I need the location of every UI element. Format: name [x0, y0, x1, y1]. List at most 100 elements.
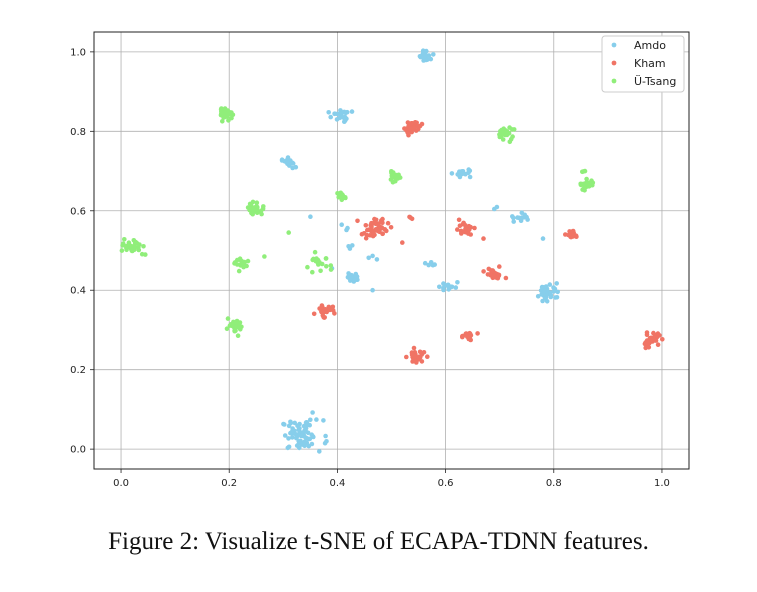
data-point — [496, 272, 502, 278]
data-point — [319, 261, 325, 267]
data-point — [481, 236, 486, 241]
data-point — [574, 234, 579, 239]
data-point — [301, 423, 307, 429]
data-point — [570, 233, 575, 238]
data-point — [488, 273, 494, 278]
data-point — [318, 268, 323, 274]
data-point — [449, 171, 455, 176]
data-point — [323, 256, 329, 261]
data-point — [586, 184, 592, 189]
plot-area — [94, 32, 689, 469]
data-point — [297, 426, 302, 431]
y-tick-label: 0.0 — [70, 445, 86, 456]
data-point — [309, 441, 315, 447]
data-point — [308, 214, 313, 219]
data-point — [466, 223, 472, 229]
data-point — [497, 264, 502, 269]
data-point — [310, 269, 315, 275]
data-point — [553, 295, 558, 300]
data-point — [551, 285, 556, 290]
data-point — [262, 254, 267, 259]
data-point — [652, 334, 658, 340]
data-point — [373, 227, 379, 232]
data-point — [286, 436, 291, 441]
data-point — [237, 325, 242, 331]
data-point — [130, 248, 135, 254]
data-point — [539, 284, 545, 290]
data-point — [228, 111, 233, 117]
data-point — [391, 170, 396, 175]
data-point — [417, 349, 423, 355]
data-point — [406, 132, 411, 138]
data-point — [247, 201, 253, 207]
data-point — [426, 262, 432, 268]
y-tick-label: 0.8 — [70, 127, 86, 138]
data-point — [390, 179, 396, 185]
data-point — [233, 328, 238, 334]
data-point — [466, 170, 471, 176]
series--tsang — [119, 106, 596, 339]
data-point — [453, 285, 459, 290]
data-point — [400, 240, 405, 245]
data-point — [293, 164, 299, 170]
data-point — [522, 212, 527, 218]
data-point — [548, 293, 554, 298]
data-point — [372, 216, 377, 222]
data-point — [279, 158, 285, 163]
data-point — [370, 287, 375, 293]
data-point — [352, 277, 358, 283]
data-point — [370, 253, 375, 259]
legend-label-kham: Kham — [634, 57, 666, 70]
figure-caption: Figure 2: Visualize t-SNE of ECAPA-TDNN … — [108, 528, 649, 555]
legend-marker-kham — [611, 60, 617, 66]
data-point — [324, 439, 329, 444]
data-point — [456, 217, 462, 223]
data-point — [421, 58, 426, 63]
data-point — [413, 120, 418, 125]
data-point — [141, 244, 146, 249]
data-point — [247, 207, 252, 213]
points-layer — [119, 48, 665, 454]
data-point — [580, 169, 585, 175]
data-point — [340, 192, 345, 197]
data-point — [467, 174, 473, 180]
data-point — [404, 354, 409, 360]
data-point — [143, 252, 148, 257]
data-point — [340, 115, 346, 120]
data-point — [228, 322, 234, 327]
tick-layer: 0.0 0.2 0.4 0.6 0.8 1.0 0.0 0.2 0.4 0.6 0.8 1.0 — [70, 47, 670, 489]
x-tick-label: 0.8 — [546, 478, 562, 489]
data-point — [655, 342, 661, 348]
data-point — [305, 264, 310, 270]
data-point — [119, 248, 125, 253]
data-point — [428, 56, 434, 62]
data-point — [316, 262, 321, 267]
data-point — [584, 176, 589, 182]
data-point — [314, 417, 319, 422]
data-point — [290, 435, 295, 440]
data-point — [411, 345, 417, 351]
data-point — [547, 282, 553, 287]
data-point — [380, 220, 385, 226]
data-point — [448, 284, 454, 290]
data-point — [328, 114, 334, 120]
data-point — [422, 260, 428, 266]
data-point — [385, 220, 391, 226]
data-point — [128, 244, 134, 249]
data-point — [377, 229, 382, 235]
data-point — [222, 106, 228, 111]
data-point — [441, 281, 446, 286]
data-point — [347, 246, 353, 251]
data-point — [235, 333, 241, 339]
data-point — [540, 236, 546, 241]
data-point — [455, 227, 460, 232]
data-point — [510, 134, 515, 139]
data-point — [567, 229, 572, 234]
data-point — [425, 354, 430, 360]
data-point — [379, 225, 385, 230]
data-point — [319, 303, 325, 308]
data-point — [282, 433, 288, 438]
data-point — [350, 243, 355, 248]
data-point — [570, 228, 576, 234]
legend-label-amdo: Amdo — [634, 39, 666, 52]
